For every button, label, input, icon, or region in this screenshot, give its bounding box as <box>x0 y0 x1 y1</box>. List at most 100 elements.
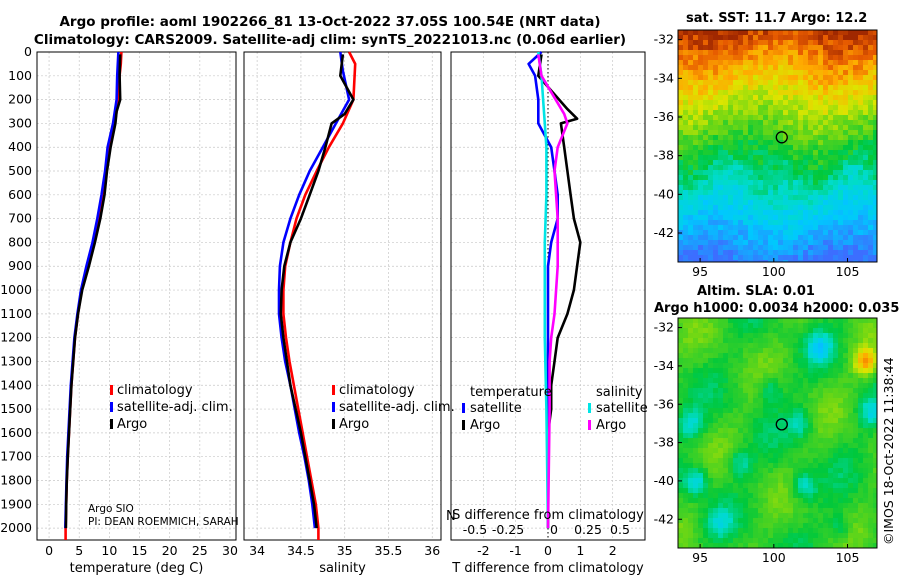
legend-label: Argo <box>117 417 147 432</box>
depth-tick-label: 1900 <box>0 496 32 511</box>
map-y-tick-label: -34 <box>654 70 674 85</box>
legend-swatch <box>110 402 113 412</box>
depth-tick-label: 800 <box>8 234 32 249</box>
depth-tick-label: 1300 <box>0 353 32 368</box>
top-tick-label: 0.25 <box>574 522 602 537</box>
x-tick-label: 30 <box>222 543 238 558</box>
imos-credit-label: ©IMOS 18-Oct-2022 11:38:44 <box>881 357 896 545</box>
map-y-tick-label: -34 <box>654 358 674 373</box>
series-line-argo <box>279 54 355 529</box>
depth-tick-label: 1400 <box>0 377 32 392</box>
sla-map-title-line2: Argo h1000: 0.0034 h2000: 0.035 <box>654 301 900 316</box>
top-tick-label: -0.5 <box>463 522 487 537</box>
top-tick-label: 0.5 <box>610 522 630 537</box>
depth-tick-label: 1000 <box>0 282 32 297</box>
map-x-tick-label: 100 <box>762 264 786 279</box>
depth-tick-label: 1700 <box>0 449 32 464</box>
series-line-temperature-argo <box>536 54 582 529</box>
x-tick-label: 36 <box>424 543 440 558</box>
map-y-tick-label: -42 <box>654 225 674 240</box>
top-tick-label: 0 <box>550 522 558 537</box>
legend-swatch <box>588 403 591 413</box>
series-line-temperature-satellite <box>527 51 560 529</box>
legend-label: Argo <box>339 417 369 432</box>
map-x-tick-label: 105 <box>836 550 860 565</box>
depth-tick-label: 700 <box>8 211 32 226</box>
depth-tick-label: 1600 <box>0 425 32 440</box>
argo-position-marker <box>775 131 788 144</box>
depth-tick-label: 0 <box>24 44 32 59</box>
map-y-tick-label: -38 <box>654 148 674 163</box>
legend-label: satellite <box>470 401 522 416</box>
axes-frame <box>36 51 237 541</box>
legend-swatch <box>462 403 465 413</box>
legend-heading-temperature: temperature <box>470 385 552 400</box>
legend-label: satellite-adj. clim. <box>339 400 455 415</box>
x-tick-label: 1 <box>576 543 584 558</box>
depth-tick-label: 900 <box>8 258 32 273</box>
depth-tick-label: 1200 <box>0 330 32 345</box>
series-line-salinity-argo <box>537 54 569 529</box>
top-tick-label: -0.25 <box>492 522 524 537</box>
sla-map-title-line1: Altim. SLA: 0.01 <box>697 284 815 299</box>
depth-tick-label: 100 <box>8 68 32 83</box>
x-tick-label: 34.5 <box>287 543 315 558</box>
legend-label: Argo <box>596 418 626 433</box>
depth-tick-label: 600 <box>8 187 32 202</box>
x-tick-label: 0 <box>544 543 552 558</box>
map-y-tick-label: -42 <box>654 511 674 526</box>
legend-swatch <box>332 402 335 412</box>
legend-label: satellite <box>596 401 648 416</box>
figure-title-line1: Argo profile: aoml 1902266_81 13-Oct-202… <box>59 14 601 30</box>
x-tick-label: 34 <box>249 543 265 558</box>
legend-swatch <box>110 419 113 429</box>
x-tick-label: 0 <box>45 543 53 558</box>
map-y-tick-label: -40 <box>654 186 674 201</box>
x-tick-label: -1 <box>509 543 521 558</box>
depth-tick-label: 400 <box>8 139 32 154</box>
legend-label: Argo <box>470 418 500 433</box>
depth-tick-label: 1800 <box>0 472 32 487</box>
map-y-tick-label: -36 <box>654 396 674 411</box>
axes-frame <box>243 51 442 541</box>
x-axis-label: temperature (deg C) <box>70 561 204 576</box>
x-axis-label: salinity <box>319 561 366 576</box>
x-tick-label: 35 <box>337 543 353 558</box>
x-tick-label: 2 <box>609 543 617 558</box>
legend-label: satellite-adj. clim. <box>117 400 233 415</box>
map-y-tick-label: -36 <box>654 109 674 124</box>
x-tick-label: 25 <box>192 543 208 558</box>
figure-title-line2: Climatology: CARS2009. Satellite-adj cli… <box>33 32 627 48</box>
depth-tick-label: 2000 <box>0 520 32 535</box>
sst-map-title: sat. SST: 11.7 Argo: 12.2 <box>686 11 868 26</box>
map-x-tick-label: 100 <box>762 550 786 565</box>
sla-map-field <box>678 318 877 548</box>
depth-tick-label: 500 <box>8 163 32 178</box>
x-tick-label: 10 <box>101 543 117 558</box>
x-tick-label: -2 <box>477 543 489 558</box>
map-y-tick-label: -32 <box>654 320 674 335</box>
depth-tick-label: 200 <box>8 92 32 107</box>
x-axis-label: T difference from climatology <box>451 561 644 576</box>
series-line-salinity-satellite <box>537 51 550 529</box>
x-tick-label: 20 <box>162 543 178 558</box>
sst-map-field <box>678 30 877 262</box>
legend-swatch <box>332 419 335 429</box>
depth-tick-label: 1100 <box>0 306 32 321</box>
legend-swatch <box>332 385 335 395</box>
map-x-tick-label: 95 <box>692 264 708 279</box>
argo-pi-label: PI: DEAN ROEMMICH, SARAH <box>88 516 239 528</box>
map-y-tick-label: -32 <box>654 32 674 47</box>
series-line-argo <box>64 54 122 529</box>
legend-swatch <box>462 420 465 430</box>
argo-source-label: Argo SIO <box>88 503 134 515</box>
depth-tick-label: 1500 <box>0 401 32 416</box>
map-y-tick-label: -40 <box>654 473 674 488</box>
x-tick-label: 15 <box>132 543 148 558</box>
legend-label: climatology <box>117 383 193 398</box>
legend-swatch <box>588 420 591 430</box>
x-tick-label: 35.5 <box>375 543 403 558</box>
map-x-tick-label: 95 <box>692 550 708 565</box>
sst-map-frame <box>677 29 878 263</box>
